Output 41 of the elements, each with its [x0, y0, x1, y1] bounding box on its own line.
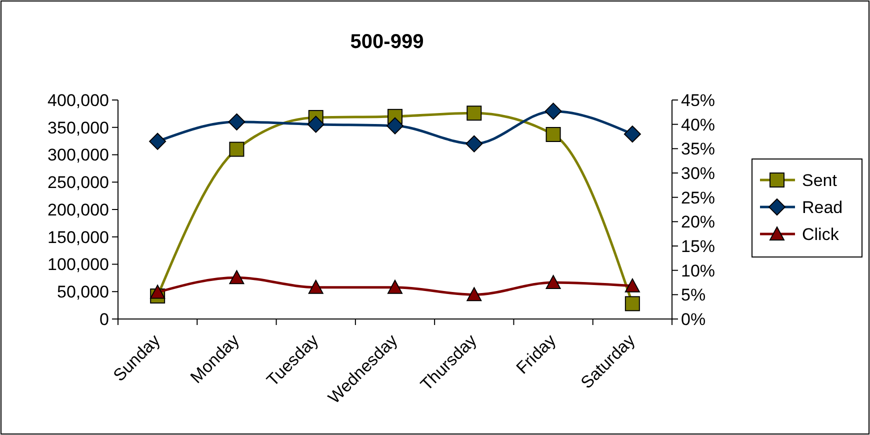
y2-tick-label: 35%	[681, 140, 716, 159]
point	[150, 284, 166, 299]
point	[307, 116, 324, 133]
legend-label: Click	[802, 224, 840, 244]
point	[388, 280, 402, 294]
y-tick-label: 0	[100, 310, 109, 329]
y-tick-label: 350,000	[48, 118, 109, 138]
point	[149, 132, 166, 150]
point	[624, 278, 640, 292]
y-tick-label: 400,000	[48, 90, 109, 110]
y2-tick-label: 0%	[681, 310, 706, 329]
point	[229, 270, 244, 284]
y-tick-label: 200,000	[48, 200, 109, 220]
point	[466, 135, 483, 152]
y-tick-label: 150,000	[48, 228, 109, 247]
y2-tick-label: 10%	[681, 261, 716, 280]
y-tick-label: 300,000	[48, 146, 109, 165]
legend-label: Read	[802, 198, 843, 217]
y-tick-label: 100,000	[48, 255, 109, 274]
legend-label: Sent	[802, 170, 838, 190]
point	[546, 126, 561, 142]
y2-tick-label: 20%	[681, 212, 716, 232]
y2-tick-label: 30%	[681, 164, 716, 183]
point	[624, 296, 640, 312]
y2-tick-label: 40%	[681, 115, 716, 134]
chart-title: 500-999	[350, 31, 424, 53]
point	[466, 106, 482, 121]
point	[466, 287, 482, 302]
point	[229, 142, 244, 157]
point	[308, 280, 324, 294]
point	[546, 275, 561, 289]
y2-tick-label: 25%	[681, 188, 716, 208]
y-tick-label: 50,000	[57, 282, 109, 302]
point	[544, 102, 562, 120]
y2-tick-label: 45%	[681, 90, 716, 110]
point	[386, 117, 404, 134]
y2-tick-label: 5%	[681, 286, 706, 305]
point	[228, 113, 246, 130]
y2-tick-label: 15%	[681, 236, 716, 256]
y-tick-label: 250,000	[48, 173, 109, 192]
point	[624, 126, 641, 143]
